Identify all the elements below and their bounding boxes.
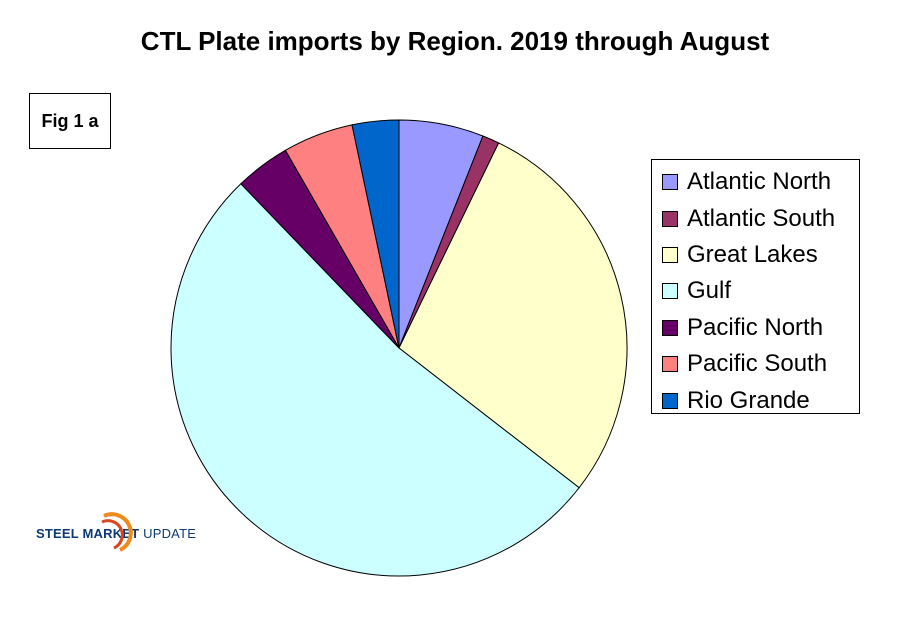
pie-slice-great-lakes: [398, 142, 628, 489]
legend-label: Great Lakes: [687, 240, 818, 268]
logo-word-market: MARKET: [82, 525, 140, 541]
legend-item: Atlantic South: [652, 200, 859, 236]
chart-legend: Atlantic North Atlantic South Great Lakes G…: [651, 159, 860, 414]
legend-label: Rio Grande: [687, 386, 810, 414]
legend-swatch: [662, 210, 678, 227]
steel-market-update-logo: STEEL MARKET UPDATE: [36, 512, 196, 552]
legend-swatch: [662, 283, 678, 300]
legend-swatch: [662, 392, 678, 409]
legend-item: Atlantic North: [652, 164, 859, 200]
legend-item: Pacific North: [652, 310, 859, 346]
legend-label: Atlantic South: [687, 204, 836, 232]
legend-item: Gulf: [652, 273, 859, 309]
legend-item: Pacific South: [652, 346, 859, 382]
logo-word-update: UPDATE: [143, 525, 197, 541]
logo-swoosh-icon: [101, 512, 133, 552]
legend-swatch: [662, 174, 678, 191]
chart-title: CTL Plate imports by Region. 2019 throug…: [140, 26, 770, 56]
legend-item: Great Lakes: [652, 237, 859, 273]
legend-label: Gulf: [687, 277, 732, 305]
legend-swatch: [662, 246, 678, 263]
legend-label: Pacific North: [687, 313, 824, 341]
pie-slice-rio-grande: [351, 119, 400, 349]
legend-label: Pacific South: [687, 350, 828, 378]
logo-text: STEEL MARKET UPDATE: [36, 526, 196, 541]
legend-item: Rio Grande: [652, 382, 859, 418]
logo-word-steel: STEEL: [36, 525, 79, 541]
pie-slice-gulf: [170, 183, 580, 577]
legend-label: Atlantic North: [687, 168, 832, 196]
legend-swatch: [662, 319, 678, 336]
legend-swatch: [662, 356, 678, 373]
figure-label: Fig 1 a: [29, 93, 111, 149]
